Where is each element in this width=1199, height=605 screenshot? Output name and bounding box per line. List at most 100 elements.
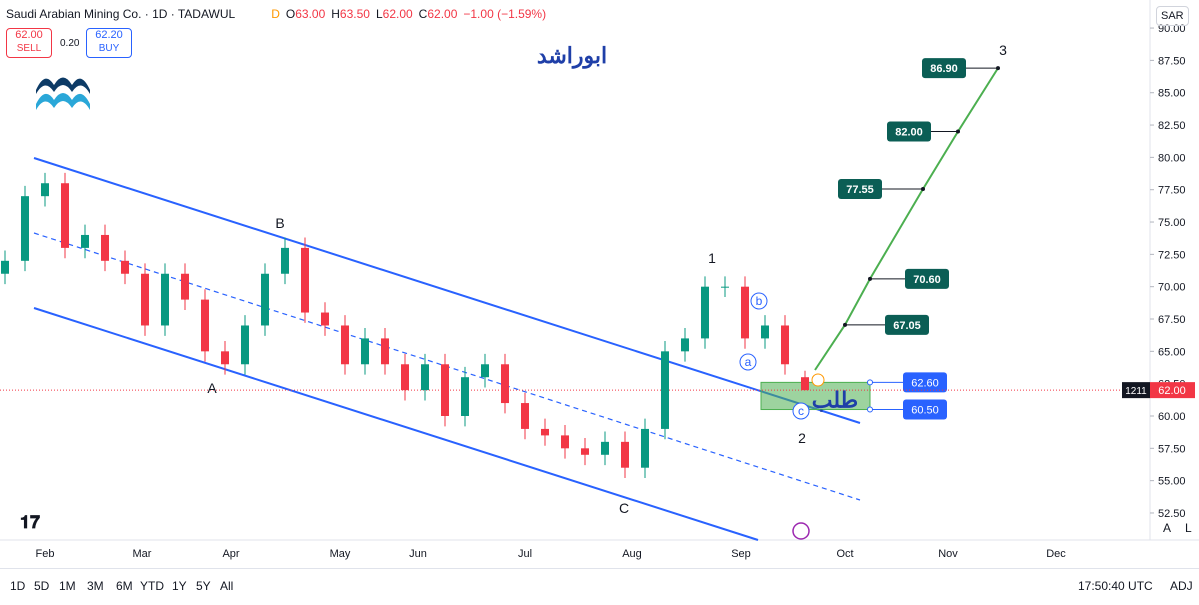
wave-label: 1 <box>708 250 716 266</box>
range-button[interactable]: 6M <box>116 579 133 593</box>
buy[interactable]: 62.20 BUY <box>86 28 132 58</box>
candle-body <box>681 338 689 352</box>
zone-handle <box>867 379 873 386</box>
target-point <box>843 322 847 327</box>
candle-body <box>221 351 229 365</box>
toolbar: 1D 5D 1M 3M 6M YTD 1Y 5Y All 17:50:40 UTC ADJ <box>0 568 1199 605</box>
y-tick-label: 82.50 <box>1158 120 1186 132</box>
candle-body <box>181 273 189 300</box>
y-tick-label: 67.50 <box>1158 314 1186 326</box>
y-tick-label: 85.00 <box>1158 88 1186 100</box>
range-button[interactable]: 5Y <box>196 579 211 593</box>
y-tick-label: 87.50 <box>1158 55 1186 67</box>
header: Saudi Arabian Mining Co. · 1D · TADAWUL … <box>6 7 546 21</box>
y-tick-label: 52.50 <box>1158 508 1186 520</box>
dividend-marker <box>811 373 825 387</box>
target-box <box>922 58 966 79</box>
ohlc-value: 62.00 <box>382 7 413 21</box>
ohlc-key: L <box>375 7 383 21</box>
target-box <box>905 268 949 289</box>
y-tick-label: 55.00 <box>1158 476 1186 488</box>
watermark: ابوراشد <box>537 43 607 69</box>
range-button[interactable]: 5D <box>34 579 50 593</box>
candle-body <box>441 364 449 416</box>
event-icon[interactable] <box>792 522 810 540</box>
wave-label: C <box>619 500 629 516</box>
range-button[interactable]: 1Y <box>172 579 187 593</box>
ohlc-value: 63.50 <box>339 7 370 21</box>
x-tick-label: Sep <box>731 548 751 560</box>
zone-price: 60.50 <box>911 405 939 417</box>
y-tick-label: 72.50 <box>1158 249 1186 261</box>
y-tick-label: 57.50 <box>1158 443 1186 455</box>
countdown: 1211 <box>1125 386 1147 397</box>
change: −1.00 (−1.59%) <box>463 7 547 21</box>
candle-body <box>401 364 409 391</box>
axis-button[interactable]: L <box>1185 521 1192 535</box>
ohlc: O63.00 H63.50 L62.00 C62.00 <box>286 7 458 21</box>
candle-body <box>541 428 549 436</box>
ohlc-item: H63.50 <box>331 7 370 21</box>
candle-body <box>281 247 289 274</box>
wave-label: B <box>275 215 284 231</box>
x-tick-label: Mar <box>133 548 152 560</box>
candle-body <box>741 286 749 339</box>
candle-body <box>161 273 169 326</box>
x-tick-label: Dec <box>1046 548 1066 560</box>
range-button[interactable]: 1M <box>59 579 76 593</box>
y-tick-label: 75.00 <box>1158 217 1186 229</box>
range-button[interactable]: 1D <box>10 579 26 593</box>
wave-label: A <box>207 380 217 396</box>
candle-body <box>141 273 149 326</box>
ohlc-key: O <box>285 7 296 21</box>
x-tick-label: Aug <box>622 548 642 560</box>
ohlc-item: O63.00 <box>286 7 325 21</box>
candle-body <box>261 273 269 326</box>
sell[interactable]: 62.00 SELL <box>6 28 52 58</box>
range-button[interactable]: 3M <box>87 579 104 593</box>
buy-label: BUY <box>98 43 120 54</box>
target-label: 82.00 <box>895 127 923 139</box>
buy-price: 62.20 <box>95 29 123 41</box>
y-tick-label: 77.50 <box>1158 185 1186 197</box>
y-tick-label: 60.00 <box>1158 411 1186 423</box>
candle-body <box>461 377 469 416</box>
zone-price-box <box>903 399 947 420</box>
x-tick-label: Jul <box>518 548 532 560</box>
wave-circle <box>739 353 757 371</box>
candle-body <box>481 364 489 378</box>
candle-body <box>1 260 9 274</box>
countdown-box <box>1122 382 1150 399</box>
candle-body <box>61 183 69 248</box>
x-tick-label: Oct <box>836 548 853 560</box>
target-box <box>887 121 931 142</box>
range-button[interactable]: All <box>220 579 234 593</box>
candle-body <box>801 377 809 391</box>
candle-body <box>641 428 649 468</box>
ohlc-item: C62.00 <box>419 7 458 21</box>
spread: 0.20 <box>60 38 80 49</box>
currency[interactable]: SAR <box>1156 6 1189 26</box>
chart: ابوراشد 𝟏𝟕 52.5055.0057.5060.0062.5065.0… <box>0 0 1199 560</box>
wave-label: 2 <box>798 430 806 446</box>
candle-body <box>381 338 389 365</box>
candle-body <box>21 196 29 261</box>
range-button[interactable]: YTD <box>140 579 164 593</box>
target-box <box>838 179 882 200</box>
demand-zone <box>760 381 871 411</box>
symbol[interactable]: Saudi Arabian Mining Co. · 1D · TADAWUL <box>6 7 236 21</box>
ohlc-value: 62.00 <box>427 7 458 21</box>
channel-bottom <box>33 307 759 541</box>
axis-button[interactable]: A <box>1163 521 1171 535</box>
wave-label: c <box>798 404 804 418</box>
tv-logo: 𝟏𝟕 <box>20 512 40 532</box>
candle-body <box>201 299 209 352</box>
y-tick-label: 65.00 <box>1158 346 1186 358</box>
x-tick-label: Apr <box>222 548 239 560</box>
adj[interactable]: ADJ <box>1170 579 1193 593</box>
zone-price: 62.60 <box>911 377 939 389</box>
wave-label: a <box>745 355 752 369</box>
target-point <box>996 66 1000 71</box>
channel-top <box>33 157 861 424</box>
target-label: 70.60 <box>913 274 941 286</box>
